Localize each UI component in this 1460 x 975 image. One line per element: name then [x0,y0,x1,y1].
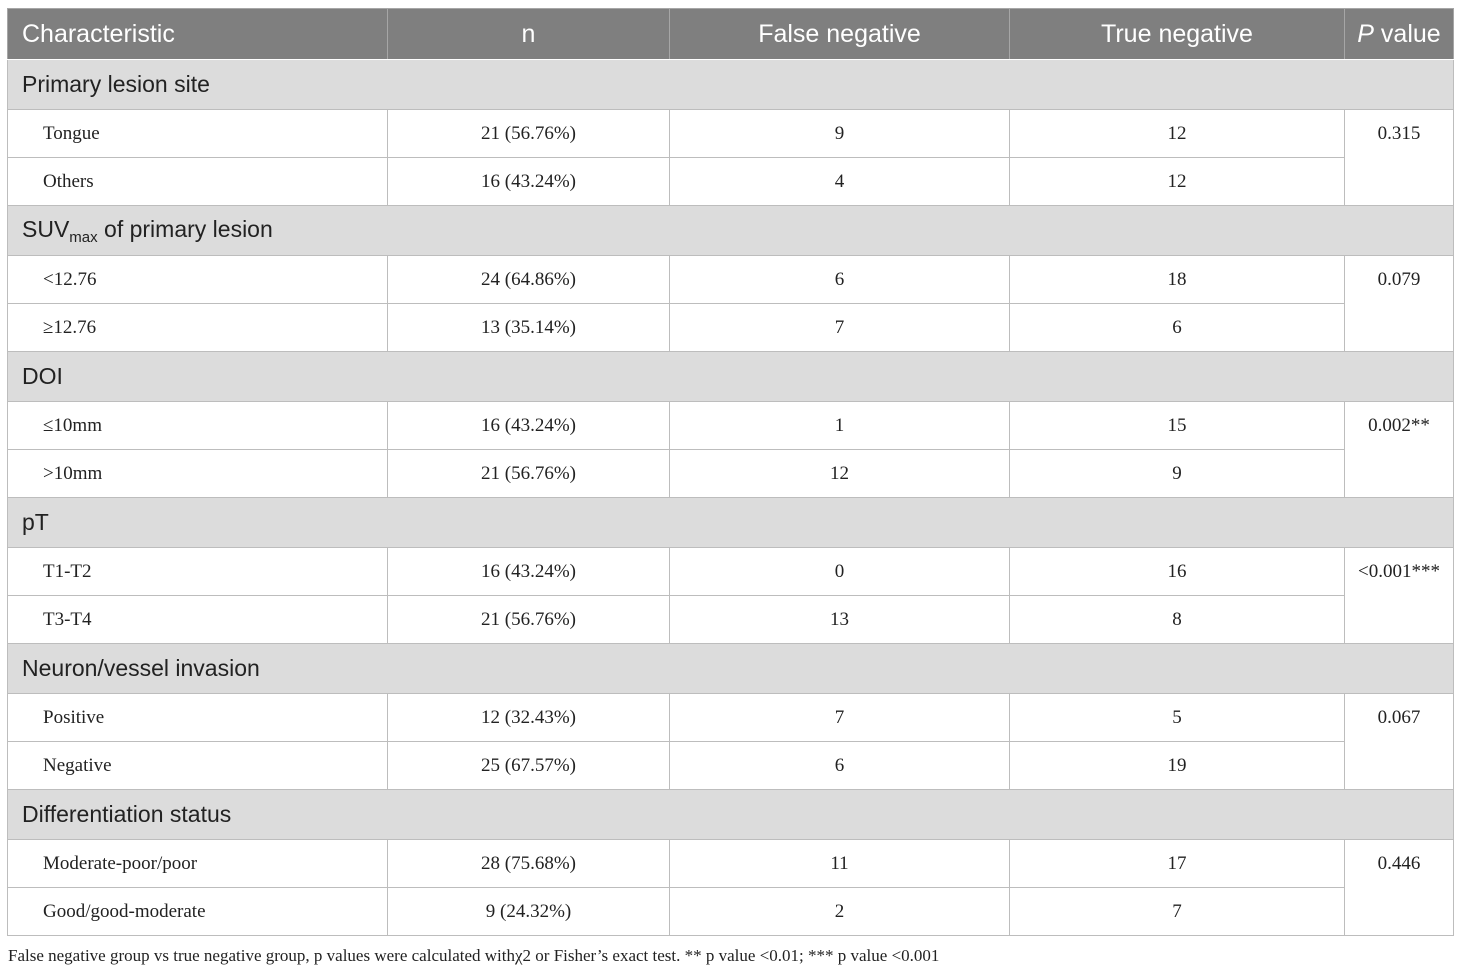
p-italic: P [1357,19,1374,48]
row-label: Negative [7,741,388,790]
cell-n: 25 (67.57%) [387,741,670,790]
cell-true-negative: 12 [1009,109,1345,158]
cell-p-value: 0.079 [1344,255,1454,352]
cell-n: 24 (64.86%) [387,255,670,304]
table-row: Positive 12 (32.43%) 7 5 0.067 [7,693,1454,790]
cell-n: 16 (43.24%) [387,157,670,206]
cell-n: 28 (75.68%) [387,839,670,888]
cell-true-negative: 19 [1009,741,1345,790]
table-row: T1-T2 16 (43.24%) 0 16 <0.001*** [7,547,1454,644]
results-table: Characteristic n False negative True neg… [7,8,1454,936]
col-header-false-negative: False negative [669,8,1010,60]
row-label: Others [7,157,388,206]
cell-true-negative: 7 [1009,887,1345,936]
col-header-p-value: P value [1344,8,1454,60]
row-label: ≥12.76 [7,303,388,352]
row-label: Tongue [7,109,388,158]
cell-false-negative: 6 [669,741,1010,790]
row-label: Moderate-poor/poor [7,839,388,888]
cell-true-negative: 6 [1009,303,1345,352]
cell-n: 21 (56.76%) [387,109,670,158]
table-row: T3-T4 21 (56.76%) 13 8 [7,595,1454,644]
table-row: >10mm 21 (56.76%) 12 9 [7,449,1454,498]
group-row-pt: pT [7,497,1454,548]
cell-false-negative: 13 [669,595,1010,644]
cell-true-negative: 17 [1009,839,1345,888]
group-title: Differentiation status [7,789,1454,840]
col-header-n: n [387,8,670,60]
cell-n: 9 (24.32%) [387,887,670,936]
group-title: Primary lesion site [7,59,1454,110]
cell-false-negative: 12 [669,449,1010,498]
cell-p-value: <0.001*** [1344,547,1454,644]
cell-true-negative: 16 [1009,547,1345,596]
cell-true-negative: 8 [1009,595,1345,644]
table-row: ≤10mm 16 (43.24%) 1 15 0.002** [7,401,1454,498]
table-container: Characteristic n False negative True neg… [7,8,1454,936]
row-label: T1-T2 [7,547,388,596]
table-row: Tongue 21 (56.76%) 9 12 0.315 [7,109,1454,206]
cell-n: 21 (56.76%) [387,595,670,644]
cell-true-negative: 5 [1009,693,1345,742]
table-row: Good/good-moderate 9 (24.32%) 2 7 [7,887,1454,936]
cell-false-negative: 6 [669,255,1010,304]
table-row: Negative 25 (67.57%) 6 19 [7,741,1454,790]
group-row-suvmax: SUVmax of primary lesion [7,205,1454,256]
group-row-doi: DOI [7,351,1454,402]
suv-subscript: max [69,228,98,246]
cell-p-value: 0.067 [1344,693,1454,790]
cell-n: 16 (43.24%) [387,401,670,450]
row-label: T3-T4 [7,595,388,644]
cell-true-negative: 12 [1009,157,1345,206]
cell-n: 16 (43.24%) [387,547,670,596]
cell-false-negative: 7 [669,693,1010,742]
cell-p-value: 0.315 [1344,109,1454,206]
cell-false-negative: 0 [669,547,1010,596]
suv-text: SUV [22,215,70,242]
table-footnote: False negative group vs true negative gr… [8,946,940,965]
cell-n: 21 (56.76%) [387,449,670,498]
cell-true-negative: 18 [1009,255,1345,304]
col-header-true-negative: True negative [1009,8,1345,60]
suv-rest: of primary lesion [97,215,273,242]
cell-false-negative: 11 [669,839,1010,888]
row-label: ≤10mm [7,401,388,450]
cell-n: 13 (35.14%) [387,303,670,352]
group-title: Neuron/vessel invasion [7,643,1454,694]
p-rest: value [1373,19,1441,48]
cell-false-negative: 2 [669,887,1010,936]
table-row: ≥12.76 13 (35.14%) 7 6 [7,303,1454,352]
cell-true-negative: 9 [1009,449,1345,498]
group-title: SUVmax of primary lesion [7,205,1454,256]
cell-false-negative: 7 [669,303,1010,352]
group-row-differentiation-status: Differentiation status [7,789,1454,840]
table-row: <12.76 24 (64.86%) 6 18 0.079 [7,255,1454,352]
cell-n: 12 (32.43%) [387,693,670,742]
row-label: Good/good-moderate [7,887,388,936]
cell-p-value: 0.446 [1344,839,1454,936]
table-row: Others 16 (43.24%) 4 12 [7,157,1454,206]
header-row: Characteristic n False negative True neg… [7,8,1454,60]
cell-false-negative: 1 [669,401,1010,450]
group-row-neuron-vessel-invasion: Neuron/vessel invasion [7,643,1454,694]
row-label: <12.76 [7,255,388,304]
row-label: Positive [7,693,388,742]
cell-false-negative: 9 [669,109,1010,158]
group-title: DOI [7,351,1454,402]
cell-p-value: 0.002** [1344,401,1454,498]
cell-false-negative: 4 [669,157,1010,206]
cell-true-negative: 15 [1009,401,1345,450]
group-title: pT [7,497,1454,548]
row-label: >10mm [7,449,388,498]
col-header-characteristic: Characteristic [7,8,388,60]
group-row-primary-lesion-site: Primary lesion site [7,59,1454,110]
table-row: Moderate-poor/poor 28 (75.68%) 11 17 0.4… [7,839,1454,936]
